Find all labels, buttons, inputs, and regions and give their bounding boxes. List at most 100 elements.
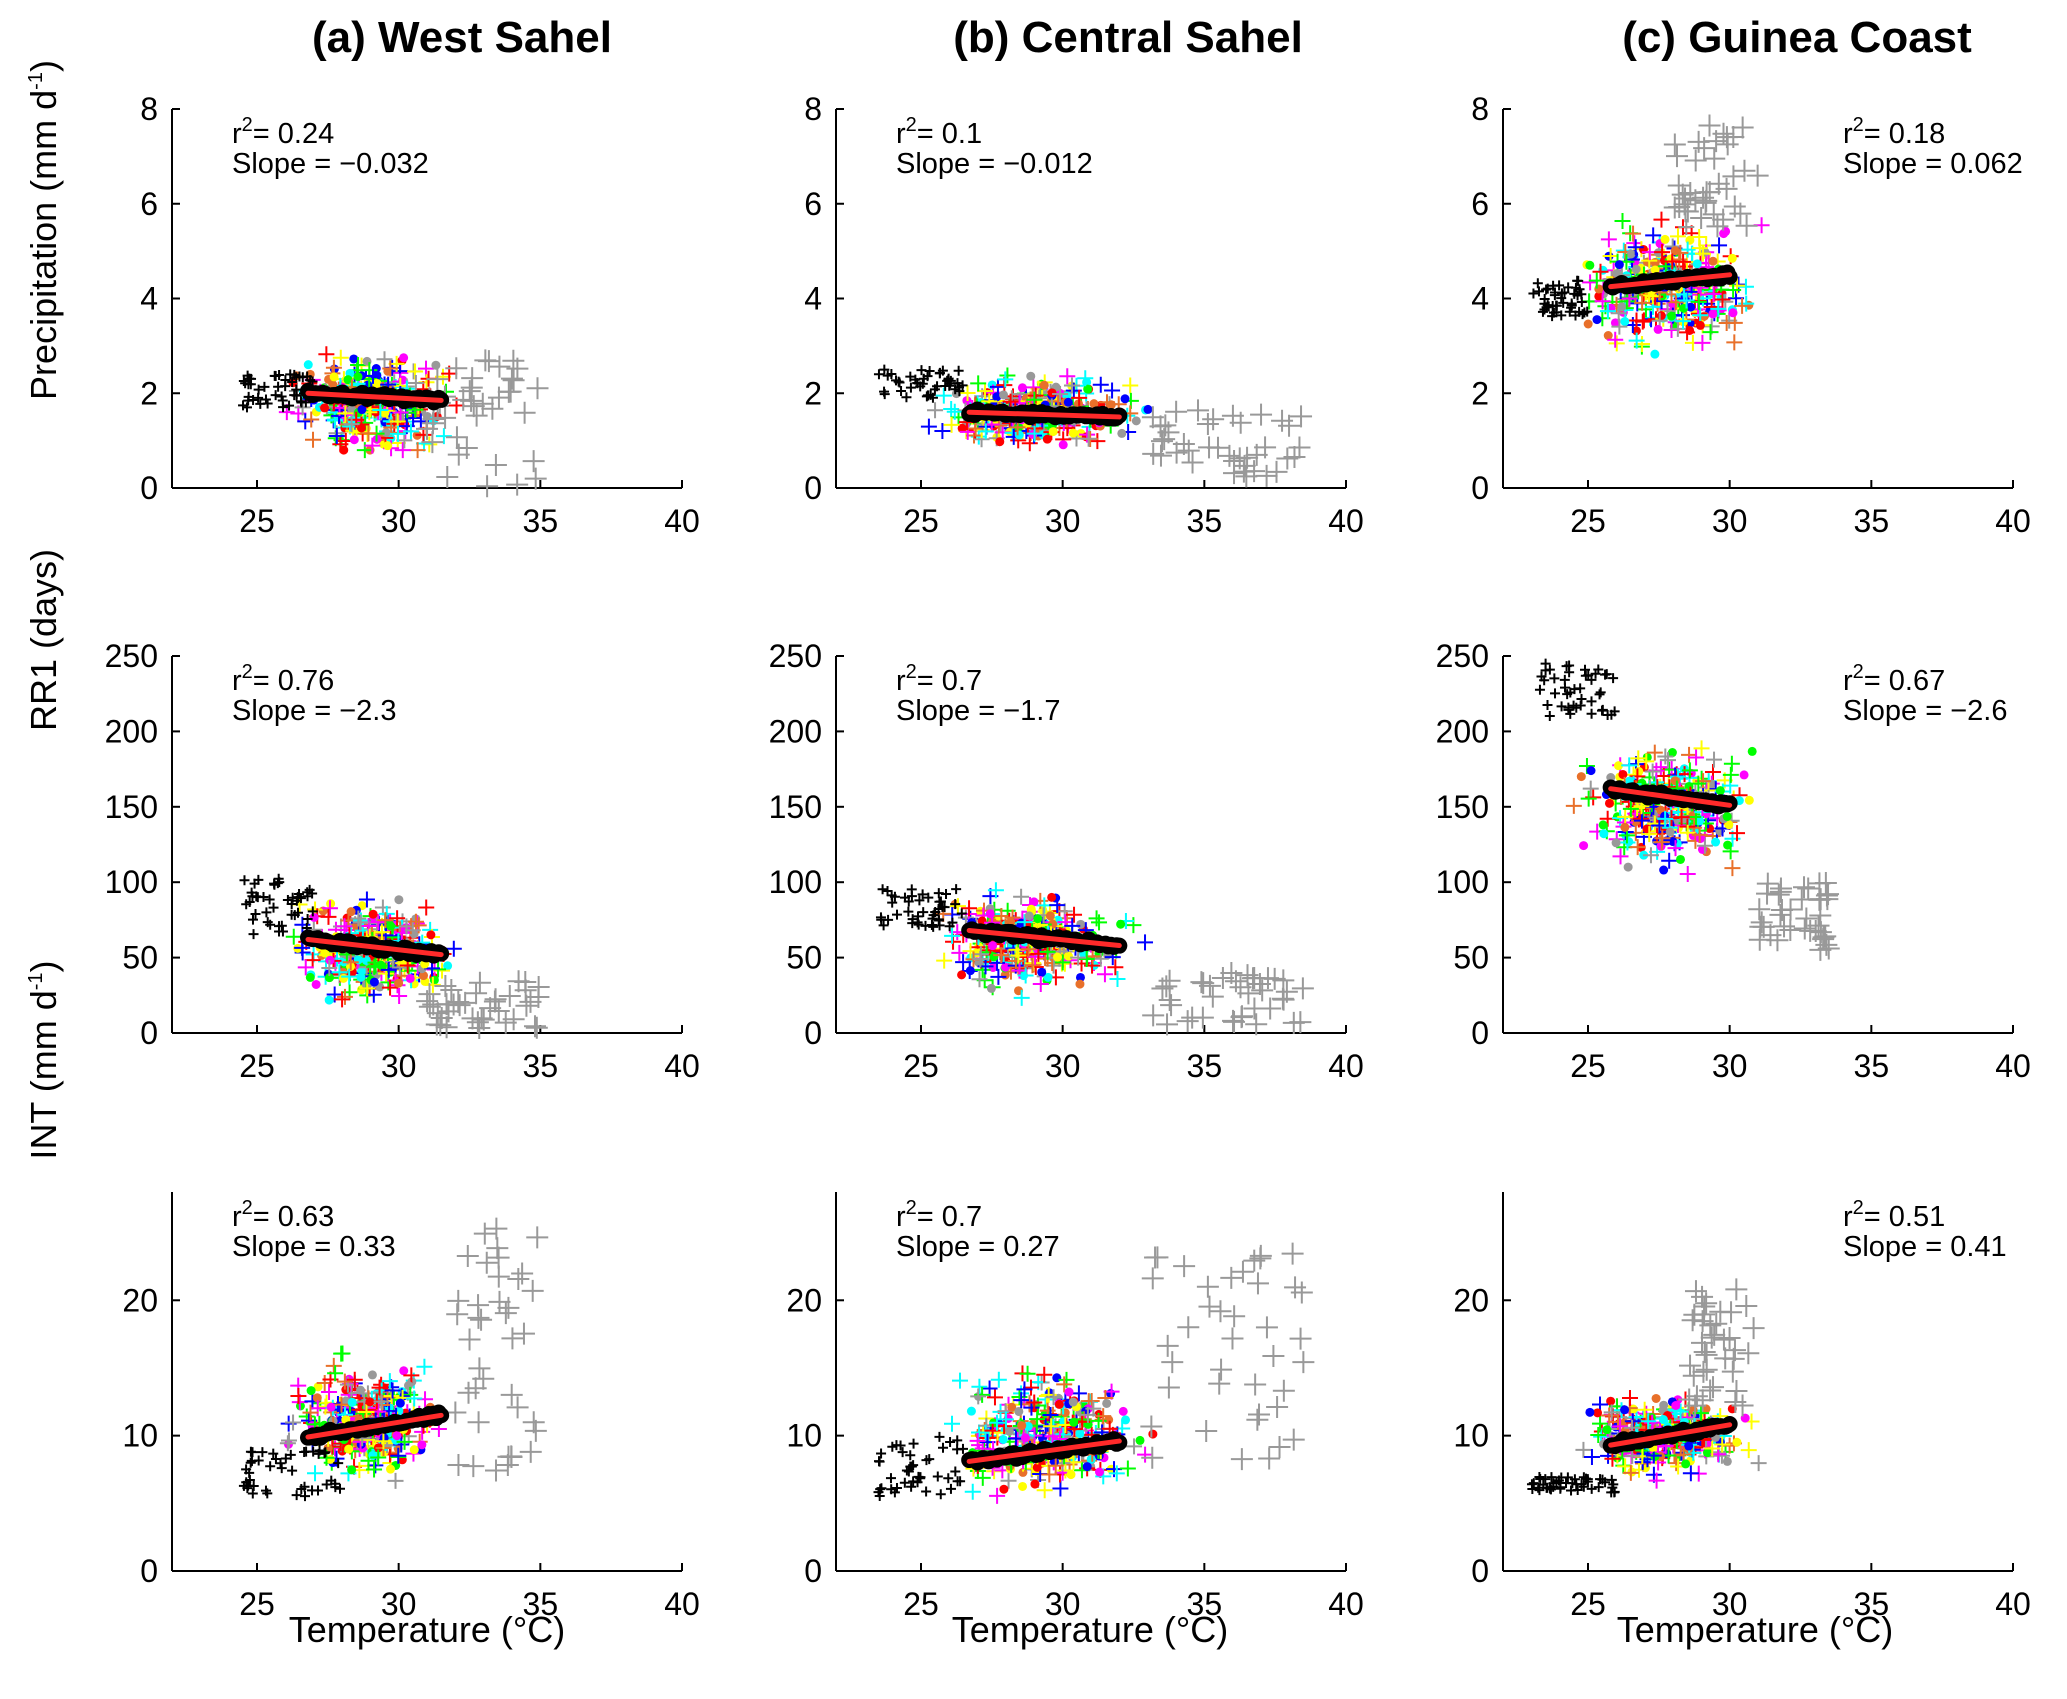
black-model-point — [917, 378, 928, 389]
black-model-point — [953, 365, 964, 376]
model-point — [1029, 897, 1039, 907]
gray-model-point — [1151, 430, 1174, 453]
model-points — [1528, 114, 1770, 359]
model-point — [1096, 966, 1113, 983]
model-point — [1618, 293, 1635, 310]
model-point — [1143, 404, 1153, 414]
model-point — [1059, 368, 1076, 385]
model-point — [1565, 797, 1582, 814]
black-model-point — [1572, 275, 1583, 286]
gray-model-point — [1276, 447, 1299, 470]
model-point — [324, 995, 334, 1005]
gray-model-point — [500, 367, 523, 390]
gray-model-point — [1289, 1327, 1312, 1350]
model-point — [352, 914, 369, 931]
model-point — [952, 1372, 969, 1389]
gray-model-point — [476, 475, 499, 498]
model-point — [395, 1398, 405, 1408]
model-point — [1104, 382, 1121, 399]
x-tick-label: 30 — [381, 1048, 417, 1084]
model-point — [1652, 759, 1669, 776]
x-tick-label: 35 — [1187, 1586, 1223, 1622]
gray-model-point — [447, 991, 470, 1014]
gray-model-point — [442, 993, 465, 1016]
model-point — [1017, 1421, 1027, 1431]
row-y-labels: Precipitation (mm d-1) RR1 (days) INT (m… — [23, 60, 64, 1160]
y-tick-label: 50 — [786, 940, 822, 976]
model-point — [1635, 312, 1652, 329]
gray-model-point — [1779, 919, 1802, 942]
gray-model-point — [1769, 877, 1792, 900]
model-point — [1739, 770, 1749, 780]
y-tick-label: 0 — [804, 1015, 822, 1051]
slope-annotation: Slope = −2.6 — [1843, 695, 2007, 727]
black-model-point — [251, 891, 262, 902]
gray-model-point — [1674, 187, 1697, 210]
model-point — [965, 966, 975, 976]
x-tick-label: 25 — [903, 1586, 939, 1622]
black-model-point — [950, 1466, 961, 1477]
gray-model-point — [471, 392, 494, 415]
black-model-point — [335, 1483, 346, 1494]
gray-model-point — [1690, 207, 1713, 230]
y-tick-label: 8 — [1471, 91, 1489, 127]
gray-model-point — [1281, 1242, 1304, 1265]
model-point — [1064, 917, 1081, 934]
gray-model-point — [501, 1327, 524, 1350]
model-point — [405, 973, 415, 983]
gray-model-point — [1210, 1358, 1233, 1381]
black-model-point — [238, 400, 249, 411]
model-points — [873, 1242, 1315, 1504]
model-point — [1585, 260, 1595, 270]
column-title-central-sahel: (b) Central Sahel — [953, 13, 1303, 62]
gray-model-point — [481, 397, 504, 420]
model-point — [1711, 237, 1728, 254]
gray-model-point — [461, 367, 484, 390]
black-model-point — [1556, 293, 1567, 304]
black-model-point — [957, 1443, 968, 1454]
model-point — [1723, 755, 1740, 772]
model-point — [1064, 1387, 1074, 1397]
gray-model-point — [1250, 403, 1273, 426]
gray-model-point — [485, 1459, 508, 1482]
x-tick-label: 35 — [523, 1586, 559, 1622]
model-point — [321, 900, 338, 917]
black-model-point — [1550, 688, 1561, 699]
black-model-point — [276, 1463, 287, 1474]
x-tick-label: 35 — [1854, 1048, 1890, 1084]
r-squared-annotation: r2= 0.51 — [1843, 1197, 1945, 1233]
model-point — [1106, 1461, 1123, 1478]
model-point — [390, 425, 407, 442]
black-model-point — [943, 1473, 954, 1484]
model-point — [1054, 954, 1071, 971]
model-point — [1678, 292, 1695, 309]
gray-model-point — [1742, 1317, 1765, 1340]
y-tick-label: 0 — [804, 470, 822, 506]
model-point — [1039, 380, 1049, 390]
model-point — [949, 898, 966, 915]
gray-model-point — [445, 426, 468, 449]
model-point — [1592, 315, 1602, 325]
model-point — [1600, 231, 1617, 248]
model-point — [999, 390, 1009, 400]
model-point — [1660, 234, 1670, 244]
gray-model-point — [458, 380, 481, 403]
model-point — [1052, 386, 1069, 402]
model-point — [394, 895, 404, 905]
gray-model-point — [1218, 444, 1241, 467]
black-model-point — [280, 375, 291, 386]
gray-model-point — [1262, 1345, 1285, 1368]
model-point — [407, 913, 424, 930]
black-model-point — [265, 1461, 276, 1472]
model-point — [1125, 917, 1142, 934]
y-tick-label: 2 — [140, 375, 158, 411]
model-point — [1058, 440, 1068, 450]
model-point — [1585, 789, 1602, 806]
model-point — [1120, 394, 1130, 404]
black-model-point — [302, 891, 313, 902]
gray-model-point — [1797, 877, 1820, 900]
gray-model-point — [1165, 441, 1188, 464]
model-point — [426, 930, 436, 940]
black-model-point — [1579, 307, 1590, 318]
